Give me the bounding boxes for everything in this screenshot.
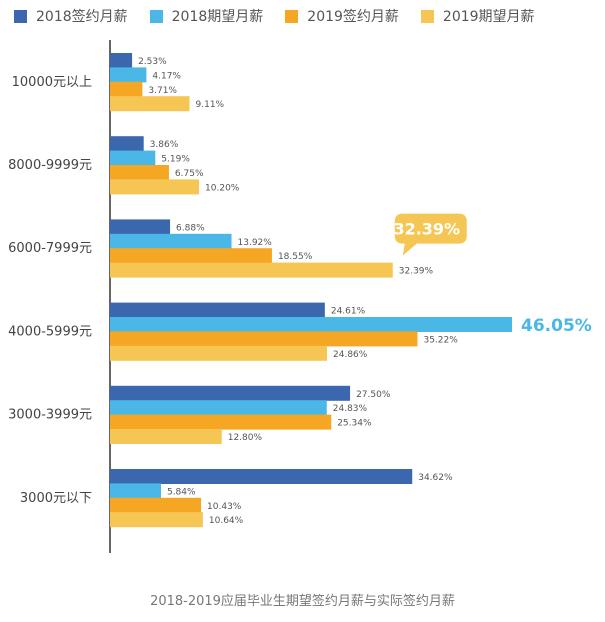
bar: [110, 179, 200, 195]
data-label: 24.86%: [333, 350, 368, 360]
bar: [110, 429, 222, 444]
data-label: 34.62%: [418, 473, 453, 483]
chart-title: 2018-2019应届毕业生期望签约月薪与实际签约月薪: [150, 594, 455, 609]
data-label: 10.64%: [209, 516, 244, 526]
data-label: 9.11%: [196, 100, 225, 110]
category-label: 10000元以上: [12, 75, 92, 90]
bar-chart: 10000元以上 2.53% 4.17% 3.71% 9.11% 8000-9999元 3.…: [8, 40, 592, 553]
bar: [110, 414, 332, 430]
legend-swatch: [420, 9, 434, 23]
bar: [110, 136, 144, 152]
data-label: 3.86%: [150, 140, 179, 150]
legend-item-2018-expected: 2018期望月薪: [149, 6, 264, 26]
bar: [110, 150, 156, 166]
data-label: 12.80%: [228, 433, 263, 443]
data-label: 24.61%: [331, 307, 366, 317]
data-label: 4.17%: [152, 71, 181, 81]
callout-bubble: [394, 213, 467, 256]
legend: 2018签约月薪 2018期望月薪 2019签约月薪 2019期望月薪: [14, 6, 605, 26]
bar: [110, 469, 413, 484]
data-label: 5.19%: [161, 155, 190, 165]
data-label: 6.75%: [175, 169, 204, 179]
highlight-label: 46.05%: [521, 316, 592, 336]
category-label: 4000-5999元: [8, 324, 92, 339]
legend-swatch: [149, 9, 163, 23]
bar: [110, 345, 328, 361]
bar: [110, 400, 327, 416]
callout-label: 32.39%: [393, 220, 460, 239]
data-label: 5.84%: [167, 487, 196, 497]
bar: [110, 248, 272, 264]
category-label: 6000-7999元: [8, 241, 92, 256]
legend-label: 2019签约月薪: [307, 9, 399, 25]
data-label: 35.22%: [423, 335, 458, 345]
category-label: 3000-3999元: [8, 408, 92, 423]
data-label: 25.34%: [337, 419, 372, 429]
data-label: 13.92%: [238, 238, 273, 248]
bar: [110, 385, 351, 401]
bar: [110, 317, 513, 332]
bar: [110, 483, 161, 499]
bar: [110, 497, 202, 513]
legend-item-2019-expected: 2019期望月薪: [420, 6, 535, 26]
data-label: 10.20%: [205, 183, 240, 193]
category-label: 8000-9999元: [8, 158, 92, 173]
legend-item-2019-signed: 2019签约月薪: [285, 6, 399, 26]
bar: [110, 53, 133, 68]
data-label: 27.50%: [356, 390, 391, 400]
bar: [110, 331, 418, 347]
data-label: 18.55%: [278, 252, 313, 262]
bar: [110, 81, 143, 97]
legend-item-2018-signed: 2018签约月薪: [14, 6, 128, 26]
legend-swatch: [285, 9, 299, 23]
data-label: 32.39%: [399, 267, 434, 277]
bar: [110, 302, 325, 318]
bar: [110, 262, 393, 278]
legend-label: 2018签约月薪: [36, 9, 128, 25]
legend-label: 2018期望月薪: [171, 9, 264, 25]
legend-label: 2019期望月薪: [442, 9, 535, 25]
data-label: 2.53%: [138, 57, 167, 67]
category-label: 3000元以下: [20, 491, 92, 506]
data-label: 24.83%: [333, 404, 368, 414]
data-label: 3.71%: [148, 86, 177, 96]
data-label: 10.43%: [207, 502, 242, 512]
bar: [110, 67, 147, 83]
data-label: 6.88%: [176, 223, 205, 233]
bar: [110, 219, 171, 235]
bar: [110, 512, 203, 528]
bar: [110, 96, 190, 112]
bar: [110, 165, 169, 180]
bar: [110, 233, 232, 249]
legend-swatch: [14, 9, 27, 23]
